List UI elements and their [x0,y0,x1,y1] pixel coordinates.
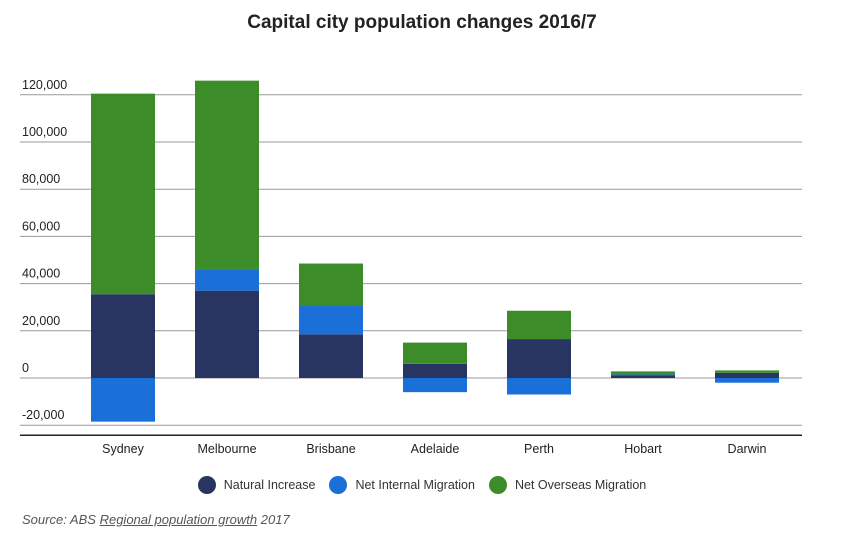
x-category-label: Hobart [624,442,662,456]
y-axis-tick-labels: 120,000 100,000 80,000 60,000 40,000 20,000 0 -… [22,78,67,422]
x-category-label: Adelaide [411,442,460,456]
source-prefix: Source: ABS [22,512,96,527]
bar-hobart-natural-increase[interactable] [611,375,675,378]
bar-hobart-net-internal-migration[interactable] [611,374,675,376]
legend-label: Net Internal Migration [355,478,475,492]
bar-hobart-net-overseas-migration[interactable] [611,371,675,375]
source-note: Source: ABS Regional population growth 2… [22,512,290,527]
bar-adelaide-natural-increase[interactable] [403,363,467,378]
x-axis-category-labels: Sydney Melbourne Brisbane Adelaide Perth Hoba… [102,442,766,456]
bar-brisbane-net-internal-migration[interactable] [299,306,363,335]
y-tick-label: 60,000 [22,219,60,233]
bar-darwin-natural-increase[interactable] [715,372,779,378]
source-suffix: 2017 [260,512,290,527]
bar-sydney-natural-increase[interactable] [91,294,155,378]
legend-label: Natural Increase [223,478,316,492]
x-category-label: Darwin [728,442,767,456]
x-category-label: Perth [524,442,554,456]
bar-adelaide-net-overseas-migration[interactable] [403,342,467,364]
bar-melbourne-net-internal-migration[interactable] [195,269,259,291]
y-tick-label: 0 [22,361,29,375]
bar-darwin-net-overseas-migration[interactable] [715,370,779,373]
bar-sydney-net-internal-migration[interactable] [91,378,155,422]
y-tick-label: 120,000 [22,78,67,92]
y-tick-label: 80,000 [22,172,60,186]
x-category-label: Brisbane [306,442,355,456]
legend-item-natural-increase[interactable]: Natural Increase [197,476,316,494]
bar-melbourne-net-overseas-migration[interactable] [195,80,259,270]
legend-dot-icon [197,476,216,494]
bar-series [91,80,779,422]
bar-adelaide-net-internal-migration[interactable] [403,378,467,393]
bar-perth-natural-increase[interactable] [507,339,571,378]
y-tick-label: 20,000 [22,314,60,328]
y-tick-label: 100,000 [22,125,67,139]
legend-item-net-overseas-migration[interactable]: Net Overseas Migration [488,476,647,494]
legend-dot-icon [488,476,507,494]
y-tick-label: 40,000 [22,267,60,281]
x-category-label: Sydney [102,442,144,456]
x-category-label: Melbourne [197,442,256,456]
bar-darwin-net-internal-migration[interactable] [715,378,779,383]
bar-perth-net-overseas-migration[interactable] [507,310,571,340]
y-tick-label: -20,000 [22,408,64,422]
bar-brisbane-natural-increase[interactable] [299,334,363,378]
bar-perth-net-internal-migration[interactable] [507,378,571,395]
bar-sydney-net-overseas-migration[interactable] [91,93,155,295]
legend: Natural Increase Net Internal Migration … [0,476,844,494]
chart-title: Capital city population changes 2016/7 [247,12,597,33]
bar-melbourne-natural-increase[interactable] [195,290,259,378]
legend-label: Net Overseas Migration [514,478,647,492]
chart-plot: 120,000 100,000 80,000 60,000 40,000 20,000 0 -… [20,78,802,456]
legend-item-net-internal-migration[interactable]: Net Internal Migration [329,476,475,494]
legend-dot-icon [329,476,348,494]
bar-brisbane-net-overseas-migration[interactable] [299,263,363,307]
source-link[interactable]: Regional population growth [99,512,258,527]
